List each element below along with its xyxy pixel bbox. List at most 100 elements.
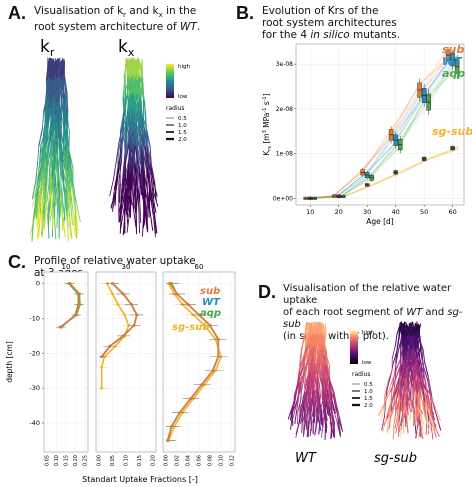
wt-root-segment: [311, 377, 313, 393]
kr-root-segment: [49, 61, 55, 81]
kr-root-segment: [52, 59, 55, 79]
kx-root-segment: [142, 180, 146, 202]
wt-root-segment: [303, 421, 306, 437]
sgsub-root-segment: [400, 401, 403, 414]
wt-root-segment: [301, 334, 307, 349]
sgsub-root-segment: [425, 418, 430, 434]
wt-root-segment: [310, 323, 314, 336]
kr-root-segment: [61, 101, 67, 125]
krs-ylabel-part: rs: [267, 146, 273, 151]
sgsub-root-segment: [420, 363, 425, 378]
sgsub-root-segment: [396, 334, 400, 349]
kr-root-segment: [50, 156, 52, 177]
kx-root-segment: [119, 183, 121, 203]
kx-root-segment: [138, 61, 140, 77]
sgsub-root-segment: [395, 349, 400, 365]
sgsub-root-segment: [409, 406, 412, 421]
wt-root-segment: [303, 363, 307, 379]
kr-root-segment: [69, 167, 73, 191]
sgsub-root-segment: [412, 350, 414, 366]
kr-root-segment: [38, 150, 43, 170]
sgsub-root-segment: [393, 409, 397, 425]
kx-root-segment: [125, 116, 131, 137]
wt-root-segment: [324, 323, 327, 337]
krs-trajectory-WT: [308, 58, 451, 199]
wt-root-segment: [310, 335, 312, 351]
wt-root-segment: [314, 404, 316, 417]
kx-root-segment: [135, 62, 139, 76]
panel-c-letter: C.: [8, 252, 26, 272]
profile-xtick-label: 0.10: [54, 455, 60, 466]
sgsub-root-segment: [417, 363, 422, 380]
panel-d-letter: D.: [258, 282, 276, 302]
profile-legend-aqp: aqp: [200, 308, 221, 319]
kr-root-segment: [54, 97, 57, 120]
sgsub-root-segment: [421, 419, 424, 435]
sgsub-root-segment: [402, 326, 408, 336]
panel-a-title-rest: in the: [162, 5, 197, 17]
wt-root-segment: [325, 390, 329, 403]
panel-b-title-3: for the 4: [262, 29, 311, 41]
panel-d-title-wt: WT: [406, 307, 423, 318]
kx-root-segment: [134, 189, 137, 209]
panel-d-title-3: (in scale with C plot).: [283, 331, 389, 342]
wt-root-segment: [319, 350, 323, 366]
kx-root-segment: [142, 213, 145, 237]
kr-root-segment: [41, 214, 45, 238]
wt-root-segment: [323, 365, 326, 381]
sgsub-root-segment: [400, 390, 405, 403]
sgsub-root-segment: [422, 404, 427, 420]
kr-root-segment: [48, 165, 51, 184]
kr-root-segment: [56, 143, 59, 167]
sgsub-root-segment: [407, 371, 410, 385]
sgsub-root-segment: [421, 359, 425, 373]
wt-root-segment: [323, 349, 330, 365]
wt-root-segment: [316, 349, 320, 365]
profile-xlabel: Standart Uptake Fractions [-]: [82, 475, 198, 484]
profile-xtick-label: 0.00: [97, 455, 103, 466]
wt-root-segment: [309, 388, 312, 404]
sgsub-root-segment: [386, 416, 391, 432]
sgsub-root-segment: [415, 324, 419, 337]
kx-root-segment: [140, 63, 143, 79]
panel-d-title: Visualisation of the relative water upta…: [283, 283, 471, 343]
kx-root-segment: [134, 79, 137, 103]
sgsub-root-segment: [398, 404, 402, 419]
kr-root-segment: [54, 76, 59, 96]
kr-root-segment: [60, 79, 63, 103]
sgsub-root-segment: [412, 349, 416, 365]
profile-point-sub: [108, 344, 112, 348]
kx-root-segment: [139, 201, 142, 223]
kr-root-segment: [67, 169, 71, 194]
sgsub-root-segment: [425, 416, 432, 431]
kr-root-segment: [46, 183, 50, 202]
kr-root-segment: [71, 213, 76, 238]
profile-xtick-label: 0.04: [186, 455, 192, 466]
kx-root-segment: [149, 208, 154, 231]
wt-root-segment: [294, 390, 298, 404]
sgsub-root-segment: [424, 402, 427, 418]
kx-root-segment: [128, 126, 131, 145]
krs-ytick-label: 3e-08: [276, 61, 293, 68]
kr-root-segment: [74, 214, 78, 239]
kr-root-segment: [41, 148, 46, 172]
wt-root-segment: [328, 378, 332, 392]
wt-root-segment: [321, 369, 324, 382]
wt-root-segment: [325, 388, 330, 401]
sgsub-root-segment: [390, 390, 393, 406]
kr-root-segment: [67, 145, 71, 169]
kr-root-segment: [29, 211, 37, 235]
sgsub-root-segment: [412, 364, 415, 381]
profile-xtick-label: 0.00: [164, 455, 170, 466]
sgsub-root-segment: [380, 408, 384, 422]
kr-root-segment: [48, 100, 51, 123]
kx-root-segment: [133, 120, 137, 142]
sgsub-root-segment: [414, 360, 417, 374]
panel-a-legend-radius: radius: [166, 105, 185, 112]
krs-series-label-WT: WT: [442, 55, 463, 68]
kx-root-segment: [138, 102, 141, 126]
wt-root-segment: [287, 406, 293, 420]
panel-d-radius-value: 2.0: [364, 403, 373, 409]
wt-root-segment: [317, 336, 323, 352]
